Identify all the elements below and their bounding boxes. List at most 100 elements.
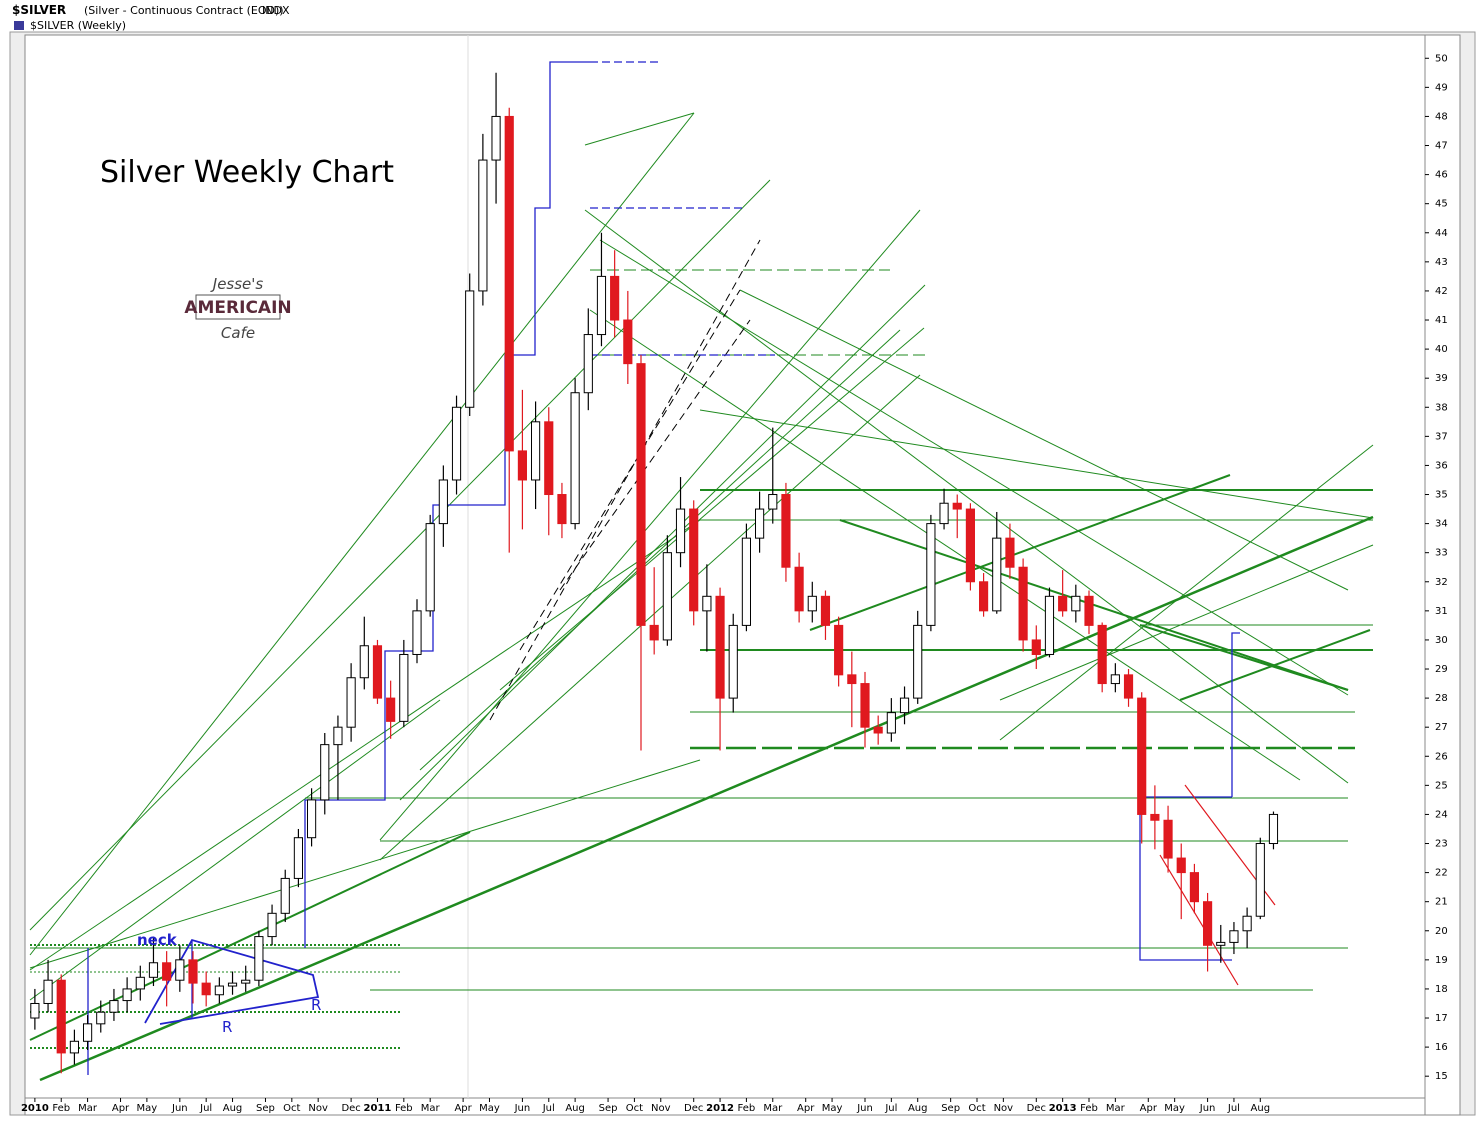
candle-body [109, 1000, 119, 1013]
candle-body [517, 450, 527, 481]
x-tick-label: 2012 [706, 1103, 734, 1114]
y-tick-label: 39 [1435, 373, 1448, 384]
x-tick-label: Mar [763, 1103, 783, 1114]
logo-line: Jesse's [210, 275, 264, 293]
y-tick-label: 37 [1435, 431, 1448, 442]
x-tick-label: Sep [256, 1103, 275, 1114]
y-tick-label: 32 [1435, 577, 1448, 588]
fan-line [489, 239, 761, 721]
y-tick-label: 45 [1435, 199, 1448, 210]
x-tick-label: Aug [223, 1103, 243, 1114]
candle-body [56, 979, 66, 1054]
x-tick-label: Apr [1140, 1103, 1158, 1114]
candles [30, 72, 1279, 1074]
x-tick-label: Apr [112, 1103, 130, 1114]
y-tick-label: 38 [1435, 402, 1448, 413]
candle-body [359, 645, 369, 679]
candle-body [1163, 819, 1173, 859]
candle-body [531, 421, 541, 481]
y-tick-label: 17 [1435, 1013, 1448, 1024]
x-tick-label: Dec [341, 1103, 360, 1114]
trendline [584, 112, 695, 146]
legend-icon [14, 21, 24, 30]
fan-lines [489, 239, 761, 721]
x-tick-label: Jul [1227, 1103, 1240, 1114]
trendline [29, 759, 701, 969]
trendline [999, 444, 1374, 741]
x-tick-label: 2013 [1049, 1103, 1077, 1114]
x-tick-label: May [479, 1103, 500, 1114]
candle-body [293, 837, 303, 879]
trendline [379, 374, 921, 861]
candle-body [992, 537, 1002, 612]
target-line [1231, 632, 1240, 797]
candle-body [227, 982, 238, 987]
candle-body [188, 959, 198, 984]
candle-body [1018, 566, 1028, 641]
candle-body [544, 421, 554, 496]
candle-body [267, 912, 277, 938]
candle-body [1189, 872, 1199, 903]
candle-body [162, 962, 172, 981]
x-tick-label: Apr [454, 1103, 472, 1114]
trendline [29, 699, 441, 1001]
chart-title: Silver Weekly Chart [100, 155, 394, 190]
y-tick-label: 24 [1435, 809, 1448, 820]
x-tick-label: Sep [599, 1103, 618, 1114]
y-axis-strip [1424, 34, 1461, 1116]
candle-body [214, 985, 224, 996]
trendline [699, 409, 1374, 519]
candle-body [662, 552, 672, 641]
candle-body [307, 799, 317, 839]
candle-body [254, 936, 264, 981]
y-tick-label: 18 [1435, 984, 1448, 995]
candle-body [886, 712, 896, 734]
x-tick-label: Oct [626, 1103, 643, 1114]
y-tick-label: 34 [1435, 519, 1448, 530]
header-description: (Silver - Continuous Contract (EOD)) [84, 4, 284, 17]
candle-body [1268, 813, 1279, 845]
candle-body [847, 674, 857, 685]
candle-body [1229, 930, 1239, 943]
candle-body [715, 595, 725, 699]
candle-body [570, 392, 580, 525]
y-tick-label: 16 [1435, 1042, 1448, 1053]
candle-body [675, 508, 686, 554]
candle-body [1031, 639, 1041, 655]
trendline [1139, 624, 1349, 691]
trendline [839, 519, 1349, 691]
trendline [589, 309, 1301, 781]
candle-body [913, 624, 923, 699]
candle-body [1071, 595, 1081, 612]
x-tick-label: Dec [1027, 1103, 1046, 1114]
candle-body [768, 494, 778, 510]
channel-line [1159, 854, 1239, 986]
candle-body [596, 275, 607, 336]
fan-line [519, 289, 741, 651]
candle-body [636, 363, 646, 626]
x-tick-label: Jul [884, 1103, 897, 1114]
logo-line: Cafe [221, 324, 255, 342]
x-tick-label: Mar [421, 1103, 441, 1114]
step-line [304, 61, 590, 948]
x-tick-label: Feb [738, 1103, 756, 1114]
y-tick-label: 22 [1435, 868, 1448, 879]
candle-body [689, 508, 699, 612]
candle-body [820, 595, 831, 626]
candle-body [438, 479, 448, 525]
candle-body [465, 290, 475, 408]
candle-body [939, 502, 949, 525]
candle-body [148, 962, 159, 978]
candle-body [1176, 857, 1186, 874]
y-tick-label: 21 [1435, 897, 1448, 908]
x-tick-label: Jul [542, 1103, 555, 1114]
y-tick-label: 42 [1435, 286, 1448, 297]
x-tick-label: May [822, 1103, 843, 1114]
subtitle: $SILVER (Weekly) [30, 19, 126, 32]
candle-body [43, 979, 53, 1004]
candle-body [583, 334, 593, 394]
plot-area [24, 34, 1426, 1099]
candle-body [69, 1040, 79, 1054]
trendline [29, 519, 701, 971]
trendline [1179, 629, 1371, 701]
